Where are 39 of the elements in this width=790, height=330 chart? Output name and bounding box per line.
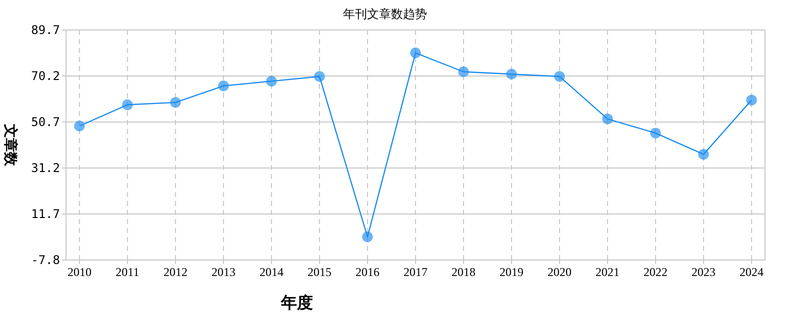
y-tick-label: 50.7 (31, 115, 60, 130)
y-tick-label: 70.2 (31, 69, 60, 84)
point (266, 76, 277, 87)
x-tick-label: 2017 (404, 265, 428, 279)
x-tick-label: 2022 (644, 265, 668, 279)
y-tick-label: 89.7 (31, 23, 60, 38)
x-tick-label: 2014 (259, 265, 284, 279)
point (650, 128, 661, 138)
point (458, 66, 469, 78)
x-tick-label: 2021 (596, 265, 620, 279)
x-tick-label: 2016 (355, 265, 380, 279)
y-tick-label: 31.2 (31, 161, 60, 176)
y-axis-title: 文章数 (2, 123, 19, 167)
point (746, 94, 757, 106)
x-tick-label: 2023 (692, 265, 716, 279)
point (218, 80, 229, 92)
x-tick-label: 2018 (452, 265, 476, 279)
x-tick-label: 2010 (67, 265, 92, 279)
y-tick-label: 11.7 (31, 207, 60, 222)
x-tick-label: 2012 (163, 265, 188, 279)
point (314, 71, 325, 82)
y-tick-label: -7.8 (31, 253, 60, 268)
x-tick-label: 2011 (116, 265, 140, 279)
x-tick-label: 2020 (548, 265, 572, 279)
x-tick-label: 2015 (307, 265, 332, 279)
x-tick-label: 2019 (500, 265, 524, 279)
x-axis-title: 年度 (280, 293, 313, 312)
point (506, 68, 517, 80)
point (170, 97, 181, 108)
x-tick-label: 2013 (211, 265, 236, 279)
point (602, 114, 613, 124)
point (698, 148, 709, 160)
point (74, 120, 85, 132)
point (122, 99, 133, 110)
point (362, 232, 373, 242)
x-tick-label: 2024 (740, 265, 764, 279)
chart-title: 年刊文章数趋势 (343, 7, 427, 21)
point (554, 71, 565, 82)
point (410, 48, 421, 58)
